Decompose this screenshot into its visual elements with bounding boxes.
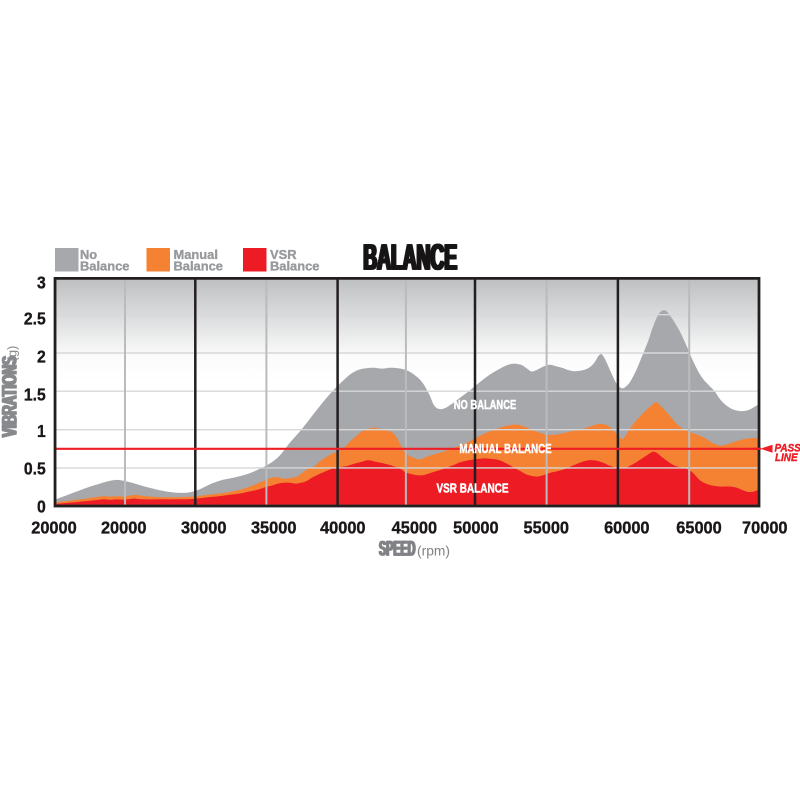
svg-text:SPEED: SPEED [380,536,416,560]
svg-text:No: No [80,247,97,262]
svg-text:SPEED: SPEED [379,536,415,560]
svg-text:70000: 70000 [742,518,787,538]
svg-text:45000: 45000 [392,518,437,538]
svg-text:Manual: Manual [174,247,218,262]
svg-text:20000: 20000 [101,518,146,538]
svg-text:0: 0 [37,497,46,517]
svg-text:Balance: Balance [270,258,319,273]
svg-text:65000: 65000 [676,518,721,538]
svg-text:30000: 30000 [181,518,226,538]
svg-text:BALANCE: BALANCE [363,238,457,278]
svg-text:PASS: PASS [774,443,800,454]
svg-text:35000: 35000 [251,518,296,538]
svg-text:VSR: VSR [270,247,297,262]
svg-text:1: 1 [37,421,46,441]
svg-text:NO BALANCE: NO BALANCE [454,399,516,413]
svg-text:3: 3 [37,273,46,293]
svg-text:2: 2 [37,347,46,367]
svg-text:2.5: 2.5 [24,309,46,329]
svg-text:BALANCE: BALANCE [362,238,456,278]
svg-text:(g): (g) [5,346,20,362]
svg-text:Balance: Balance [174,258,223,273]
svg-text:VSR BALANCE: VSR BALANCE [436,483,508,496]
svg-text:Balance: Balance [80,258,129,273]
svg-text:SPEED: SPEED [378,536,414,560]
svg-text:60000: 60000 [604,518,649,538]
svg-text:VIBRATIONS: VIBRATIONS [0,357,21,438]
svg-text:LINE: LINE [775,453,799,464]
svg-text:1.5: 1.5 [24,385,46,405]
svg-text:MANUAL BALANCE: MANUAL BALANCE [459,443,552,456]
svg-text:VIBRATIONS: VIBRATIONS [0,355,21,436]
svg-text:(rpm): (rpm) [417,543,450,558]
svg-text:50000: 50000 [453,518,498,538]
svg-text:BALANCE: BALANCE [364,238,458,278]
svg-text:0.5: 0.5 [24,459,46,479]
svg-text:40000: 40000 [320,518,365,538]
svg-text:55000: 55000 [524,518,569,538]
svg-text:VIBRATIONS: VIBRATIONS [0,356,21,437]
svg-text:20000: 20000 [31,518,76,538]
